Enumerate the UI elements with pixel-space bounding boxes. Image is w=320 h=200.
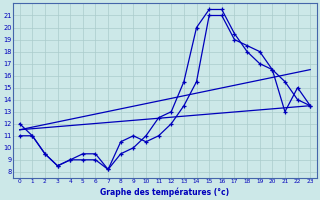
X-axis label: Graphe des températures (°c): Graphe des températures (°c) [100,187,229,197]
